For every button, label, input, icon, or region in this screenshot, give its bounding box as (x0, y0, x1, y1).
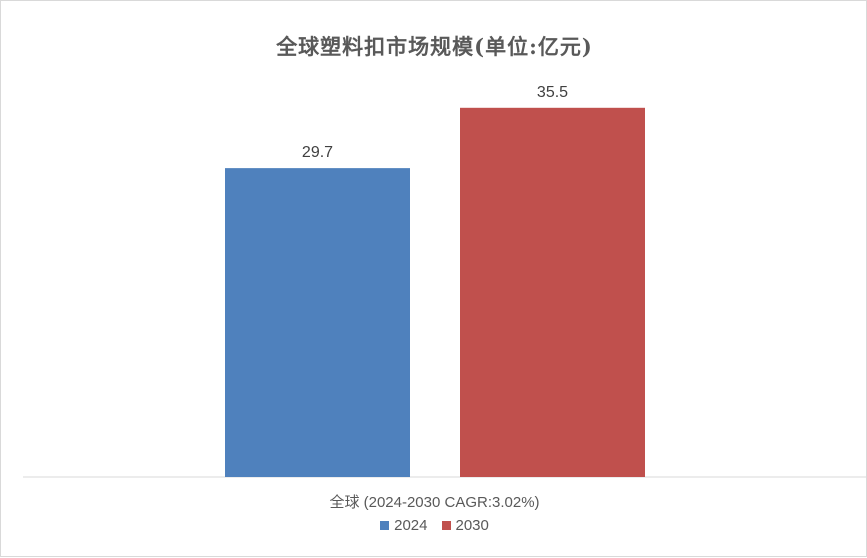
chart-title: 全球塑料扣市场规模(单位:亿元) (276, 34, 593, 59)
legend-item-2030: 2030 (441, 517, 489, 534)
bar-2024 (225, 168, 410, 477)
data-label-2024: 29.7 (302, 144, 333, 161)
legend-label-2024: 2024 (394, 517, 428, 534)
legend-item-2024: 2024 (380, 517, 428, 534)
category-label: 全球 (2024-2030 CAGR:3.02%) (329, 494, 540, 511)
data-label-2030: 35.5 (537, 84, 568, 101)
legend-swatch-2024 (380, 521, 390, 530)
bars-group: 29.7 35.5 (225, 84, 645, 478)
legend: 2024 2030 (1, 517, 867, 534)
bar-2030 (460, 107, 645, 478)
legend-label-2030: 2030 (455, 517, 489, 534)
legend-swatch-2030 (441, 521, 451, 530)
